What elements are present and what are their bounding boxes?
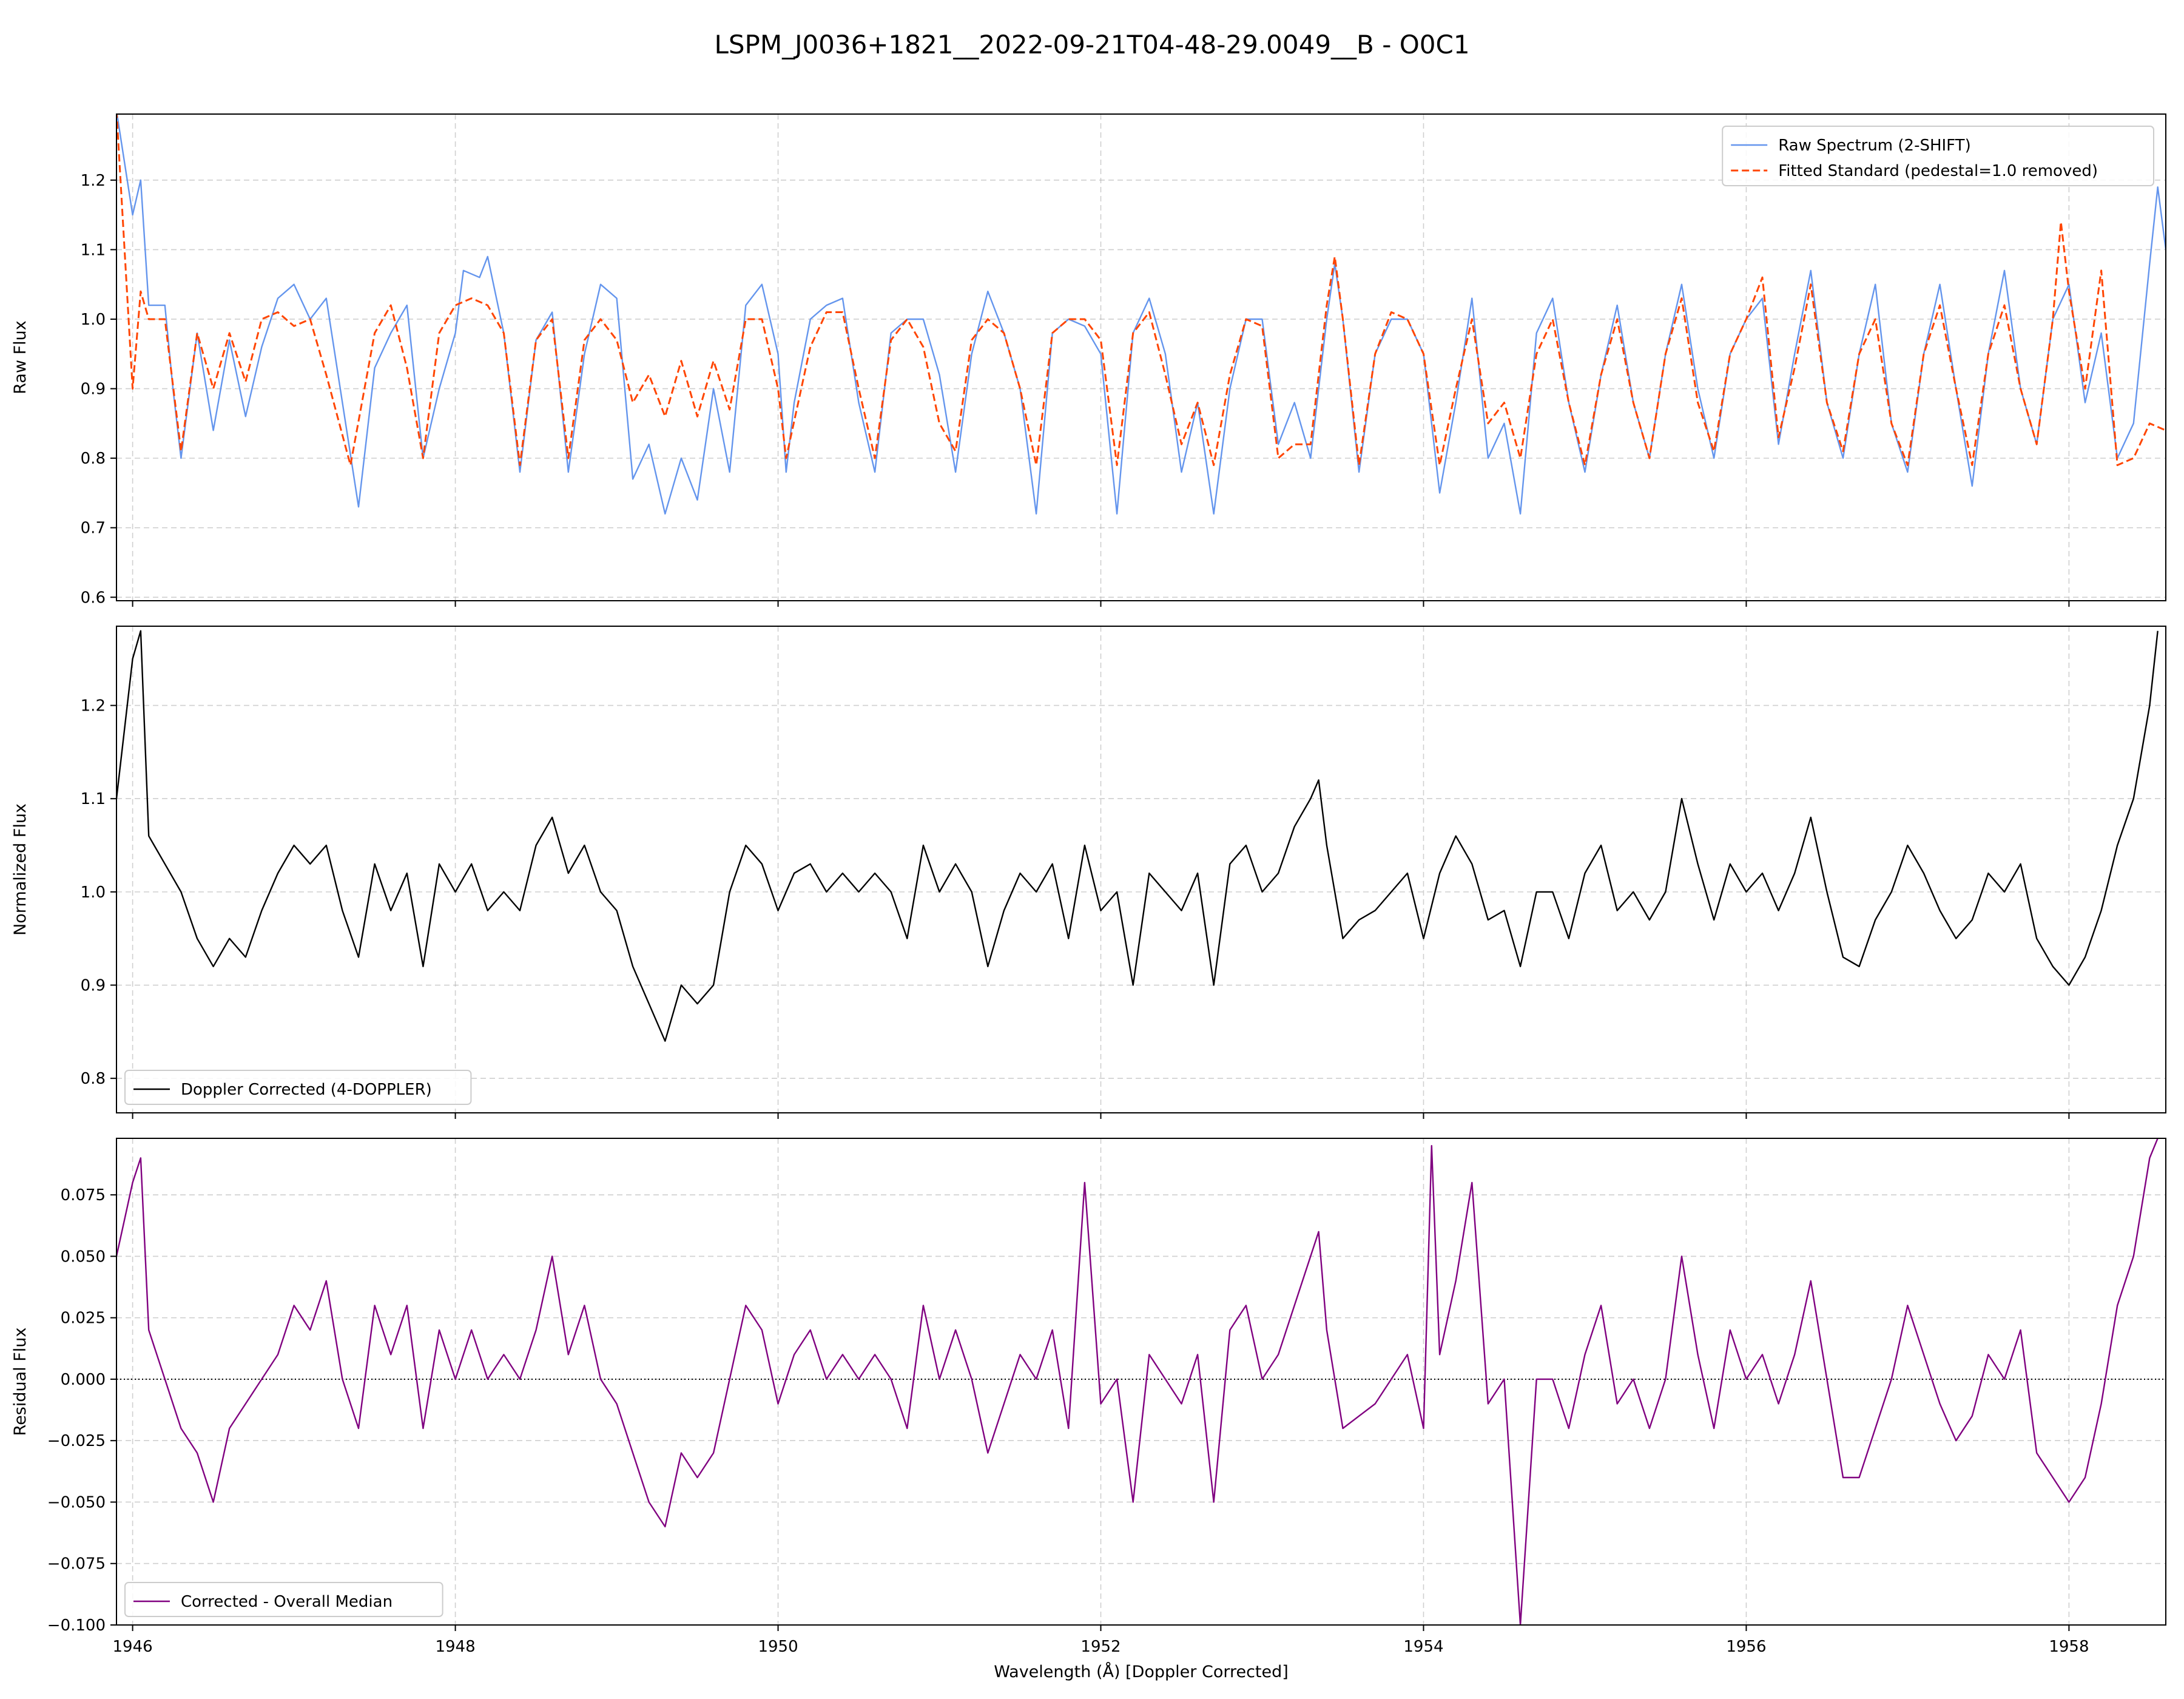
legend-label: Corrected - Overall Median: [181, 1593, 393, 1611]
legend: Doppler Corrected (4-DOPPLER): [124, 1070, 472, 1105]
y-tick-label: −0.050: [47, 1493, 106, 1512]
y-tick-label: 1.2: [81, 172, 106, 190]
y-tick-label: 1.0: [81, 311, 106, 329]
y-tick-label: 0.000: [61, 1371, 106, 1389]
legend-frame: [124, 1582, 443, 1617]
x-tick-label: 1952: [1080, 1638, 1121, 1656]
y-tick-label: −0.075: [47, 1555, 106, 1573]
series-line-0: [116, 1138, 2159, 1625]
x-tick-label: 1946: [113, 1638, 153, 1656]
y-tick-label: 0.075: [61, 1186, 106, 1204]
panel-residual-flux: 1946 1948 1950 1952 1954 1956 1958 −0.100 −0.075…: [11, 1138, 2166, 1681]
y-tick-label: 0.9: [81, 380, 106, 399]
legend: Raw Spectrum (2-SHIFT) Fitted Standard (p…: [1722, 126, 2154, 186]
y-tick-label: 0.6: [81, 589, 106, 607]
series-group: [116, 1138, 2159, 1625]
legend-label: Raw Spectrum (2-SHIFT): [1778, 137, 1971, 155]
series-group: [116, 630, 2159, 1042]
y-tick-label: 1.1: [81, 790, 106, 808]
legend-label: Fitted Standard (pedestal=1.0 removed): [1778, 162, 2098, 180]
y-tick-label: 1.1: [81, 241, 106, 259]
y-axis-label: Raw Flux: [11, 320, 30, 394]
axes-frame: [116, 626, 2166, 1113]
y-tick-label: 0.025: [61, 1309, 106, 1328]
y-tick-label: 0.050: [61, 1248, 106, 1266]
axes-frame: [116, 113, 2166, 601]
axes-frame: [116, 1138, 2166, 1626]
x-tick-label: 1950: [758, 1638, 798, 1656]
y-axis-label: Residual Flux: [11, 1328, 30, 1436]
x-tick-label: 1958: [2049, 1638, 2089, 1656]
y-tick-label: 0.8: [81, 450, 106, 468]
y-tick-label: −0.025: [47, 1432, 106, 1450]
y-tick-label: 1.0: [81, 883, 106, 902]
y-tick-label: −0.100: [47, 1616, 106, 1635]
figure-title: LSPM_J0036+1821__2022-09-21T04-48-29.004…: [714, 30, 1469, 59]
panel-normalized-flux: 0.8 0.9 1.0 1.1 1.2 Normalized Flux Doppler Co…: [11, 626, 2166, 1119]
legend-frame: [124, 1070, 472, 1105]
legend-frame: [1722, 126, 2154, 186]
x-tick-label: 1954: [1403, 1638, 1443, 1656]
panel-raw-flux: 0.6 0.7 0.8 0.9 1.0 1.1 1.2 Raw Flux Raw Spectru…: [11, 113, 2166, 607]
y-tick-label: 0.7: [81, 519, 106, 538]
y-tick-label: 1.2: [81, 697, 106, 715]
series-line-0: [116, 630, 2159, 1042]
x-axis-label: Wavelength (Å) [Doppler Corrected]: [994, 1662, 1289, 1681]
y-tick-label: 0.8: [81, 1070, 106, 1088]
legend: Corrected - Overall Median: [124, 1582, 443, 1617]
series-group: [116, 114, 2166, 515]
x-tick-label: 1948: [435, 1638, 475, 1656]
y-axis-label: Normalized Flux: [11, 803, 30, 936]
legend-label: Doppler Corrected (4-DOPPLER): [181, 1081, 432, 1099]
y-tick-label: 0.9: [81, 977, 106, 995]
x-tick-label: 1956: [1726, 1638, 1766, 1656]
